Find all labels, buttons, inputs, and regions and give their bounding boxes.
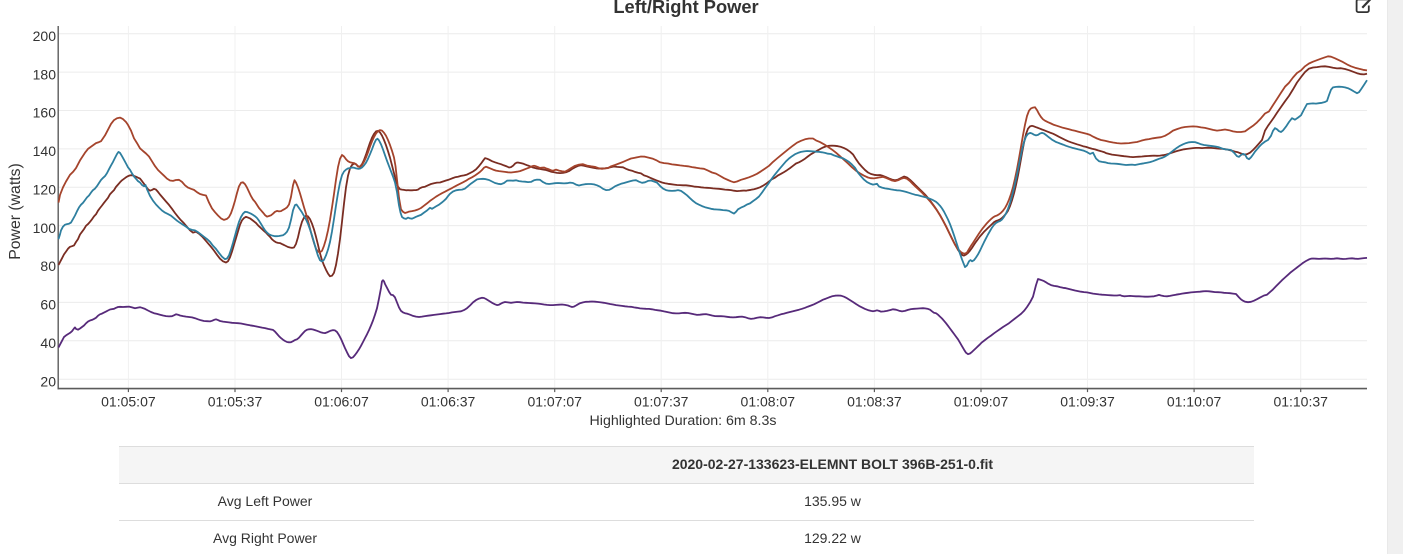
svg-text:01:06:07: 01:06:07 <box>314 393 369 409</box>
svg-text:180: 180 <box>33 66 57 82</box>
svg-text:140: 140 <box>33 143 57 159</box>
svg-text:01:08:07: 01:08:07 <box>741 393 796 409</box>
svg-text:01:09:07: 01:09:07 <box>954 393 1009 409</box>
svg-text:80: 80 <box>40 258 56 274</box>
svg-text:200: 200 <box>33 28 57 44</box>
svg-text:01:06:37: 01:06:37 <box>421 393 476 409</box>
svg-text:01:10:37: 01:10:37 <box>1273 393 1328 409</box>
svg-text:20: 20 <box>40 373 56 389</box>
svg-text:160: 160 <box>33 105 57 121</box>
svg-text:01:07:37: 01:07:37 <box>634 393 689 409</box>
svg-text:100: 100 <box>33 220 57 236</box>
svg-text:01:05:07: 01:05:07 <box>101 393 156 409</box>
svg-text:01:09:37: 01:09:37 <box>1060 393 1115 409</box>
svg-text:Power (watts): Power (watts) <box>7 163 24 260</box>
svg-text:01:05:37: 01:05:37 <box>208 393 263 409</box>
svg-text:60: 60 <box>40 297 56 313</box>
svg-text:40: 40 <box>40 335 56 351</box>
svg-text:01:10:07: 01:10:07 <box>1167 393 1222 409</box>
svg-text:120: 120 <box>33 182 57 198</box>
svg-text:01:07:07: 01:07:07 <box>527 393 582 409</box>
svg-text:01:08:37: 01:08:37 <box>847 393 902 409</box>
